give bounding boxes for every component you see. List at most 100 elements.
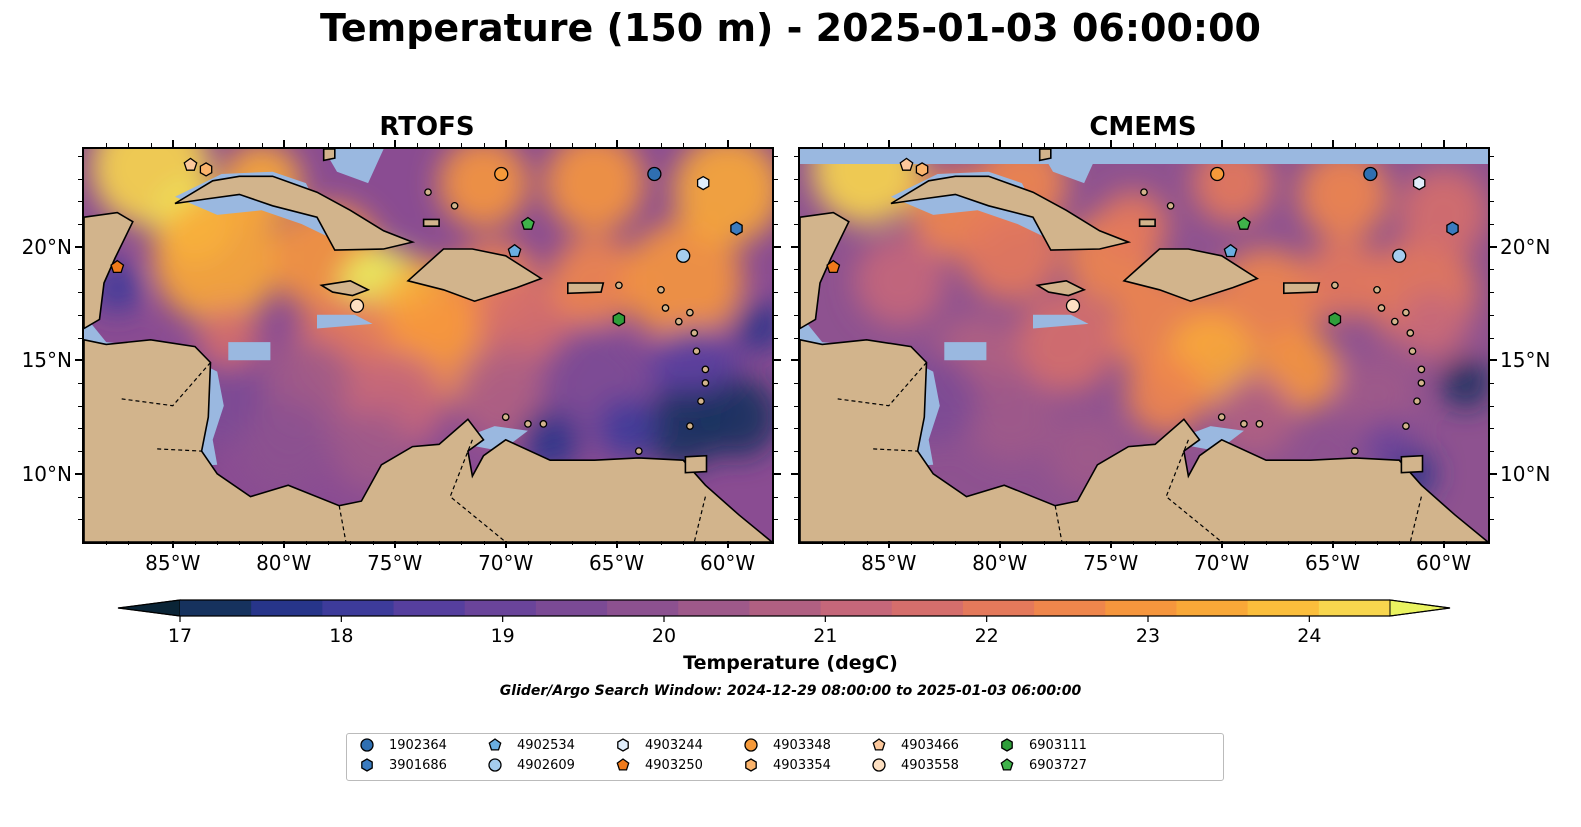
lon-minor-tick: [1266, 541, 1268, 545]
island: [1217, 413, 1226, 421]
colorbar-segment: [749, 600, 822, 616]
land: [800, 211, 850, 330]
lon-tick-label: 85°W: [145, 551, 201, 575]
land: [406, 248, 543, 303]
float-marker-4903348: [1210, 166, 1225, 182]
lon-minor-tick: [217, 143, 219, 147]
lon-tick-bottom: [998, 541, 1001, 548]
lon-minor-tick: [1465, 541, 1467, 545]
lon-minor-tick: [594, 541, 596, 545]
land: [1038, 149, 1052, 162]
lon-tick-top: [504, 140, 507, 147]
land: [1400, 454, 1424, 474]
lat-minor-tick: [1490, 178, 1494, 180]
lon-tick-top: [1220, 140, 1223, 147]
island: [657, 285, 665, 294]
colorbar-segment: [464, 600, 537, 616]
lat-tick-right: [1490, 245, 1497, 248]
lon-minor-tick: [217, 541, 219, 545]
lon-minor-tick: [955, 541, 957, 545]
float-marker-4902609: [1392, 248, 1407, 263]
legend-marker: [745, 758, 757, 772]
land: [1122, 248, 1259, 303]
legend-item-4902534: 4902534: [487, 737, 575, 753]
lon-minor-tick: [749, 541, 751, 545]
float-marker-6903727: [1236, 216, 1251, 230]
lon-tick-top: [1331, 140, 1334, 147]
lon-minor-tick: [1465, 143, 1467, 147]
temperature-eddy: [1363, 419, 1414, 470]
lon-minor-tick: [483, 541, 485, 545]
lon-minor-tick: [1399, 541, 1401, 545]
lat-tick-right: [774, 359, 781, 362]
island: [1408, 347, 1417, 356]
lat-minor-tick: [774, 428, 778, 430]
shelf-area: [1033, 314, 1089, 329]
lon-tick-label: 65°W: [1304, 551, 1361, 575]
shelf-area: [228, 342, 271, 361]
map-panel-rtofs: [82, 147, 774, 544]
island: [1377, 304, 1386, 312]
lat-minor-tick: [1490, 383, 1494, 384]
legend-item-3901686: 3901686: [359, 757, 447, 773]
lon-minor-tick: [439, 143, 441, 147]
colorbar-label: Temperature (degC): [683, 652, 898, 674]
lon-minor-tick: [527, 143, 529, 147]
lon-tick-bottom: [615, 541, 618, 548]
cmems-map-svg: [800, 149, 1488, 542]
lat-minor-tick: [78, 269, 82, 271]
float-marker-4903354: [199, 162, 213, 177]
lon-tick-top: [1109, 140, 1112, 147]
lon-minor-tick: [550, 541, 552, 545]
colorbar-segment: [1247, 600, 1320, 616]
lon-tick-top: [393, 140, 396, 147]
colorbar-segment: [962, 600, 1035, 616]
lat-minor-tick: [794, 201, 798, 203]
lat-minor-tick: [78, 405, 82, 407]
lat-minor-tick: [1490, 405, 1494, 407]
island: [686, 308, 694, 317]
land: [1035, 279, 1087, 297]
rtofs-map-svg: [84, 149, 772, 542]
panel-title-cmems: CMEMS: [1089, 112, 1197, 142]
political-border: [1054, 505, 1063, 542]
lon-minor-tick: [1132, 541, 1134, 545]
temperature-eddy: [1303, 238, 1384, 319]
lon-minor-tick: [705, 541, 707, 545]
float-marker-4903466: [899, 157, 914, 171]
lon-tick-top: [998, 140, 1001, 147]
circle-marker-icon: [488, 758, 502, 772]
lon-tick-top: [171, 140, 174, 147]
lat-minor-tick: [78, 314, 82, 316]
lon-minor-tick: [638, 143, 640, 147]
lat-minor-tick: [1490, 224, 1494, 225]
lat-minor-tick: [78, 178, 82, 180]
legend-item-4903466: 4903466: [871, 737, 959, 753]
lat-tick-left: [75, 359, 82, 362]
lat-minor-tick: [794, 496, 798, 498]
lon-minor-tick: [461, 143, 463, 147]
hexagon-marker-icon: [1001, 738, 1013, 752]
lon-minor-tick: [1377, 143, 1378, 147]
island: [424, 188, 432, 197]
pentagon-marker-icon: [488, 738, 502, 751]
shelf-area: [944, 342, 987, 361]
circle-marker-icon: [360, 738, 374, 752]
lon-minor-tick: [372, 143, 374, 147]
political-border: [1409, 496, 1422, 542]
political-border: [338, 505, 347, 542]
shelf-area: [323, 149, 384, 184]
colorbar-extend-high: [1389, 599, 1451, 617]
lon-minor-tick: [1155, 541, 1157, 545]
lon-minor-tick: [1155, 143, 1157, 147]
lon-tick-bottom: [1331, 541, 1334, 548]
hexagon-marker-icon: [745, 758, 757, 772]
colorbar-tick-label: 19: [490, 625, 515, 647]
lon-minor-tick: [594, 143, 596, 147]
lat-tick-left: [75, 245, 82, 248]
lon-minor-tick: [1132, 143, 1134, 147]
colorbar-segment: [180, 600, 252, 616]
lon-minor-tick: [572, 143, 574, 147]
political-border: [1165, 439, 1223, 542]
land: [566, 282, 605, 295]
